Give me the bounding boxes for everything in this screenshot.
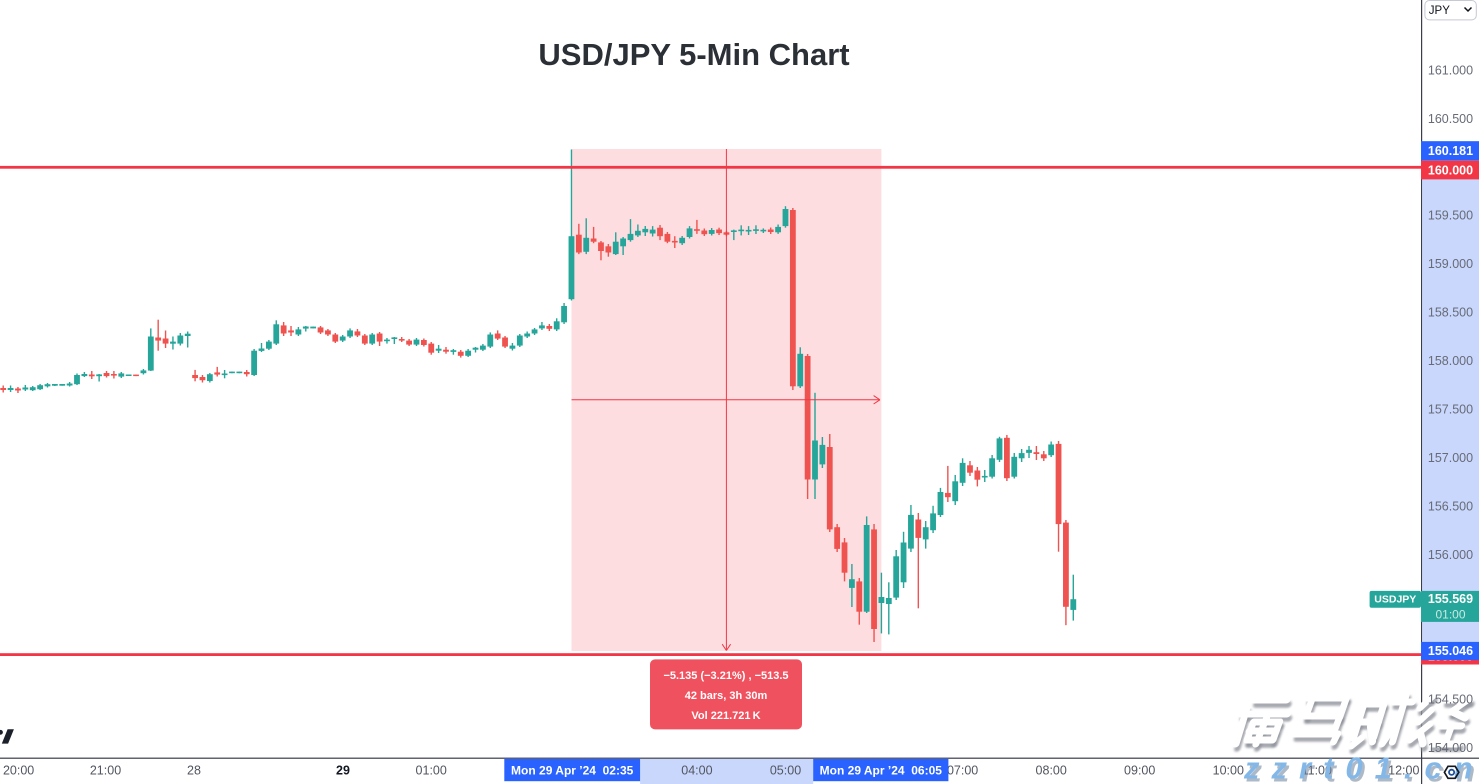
svg-text:Mon 29 Apr ’24 06:05: Mon 29 Apr ’24 06:05 xyxy=(820,764,943,778)
svg-text:09:00: 09:00 xyxy=(1124,764,1155,778)
svg-text:157.500: 157.500 xyxy=(1428,403,1473,417)
svg-text:08:00: 08:00 xyxy=(1036,764,1067,778)
svg-text:04:00: 04:00 xyxy=(681,764,712,778)
svg-text:158.000: 158.000 xyxy=(1428,354,1473,368)
svg-text:160.500: 160.500 xyxy=(1428,112,1473,126)
svg-text:Vol 221.721 K: Vol 221.721 K xyxy=(691,710,760,722)
svg-text:158.500: 158.500 xyxy=(1428,306,1473,320)
svg-text:01:00: 01:00 xyxy=(1435,608,1465,622)
svg-text:USDJPY: USDJPY xyxy=(1374,594,1416,606)
svg-text:42 bars, 3h 30m: 42 bars, 3h 30m xyxy=(685,690,768,702)
svg-text:12:00: 12:00 xyxy=(1388,764,1419,778)
svg-text:20:00: 20:00 xyxy=(3,764,34,778)
svg-text:156.500: 156.500 xyxy=(1428,500,1473,514)
svg-text:155.046: 155.046 xyxy=(1428,644,1473,658)
svg-text:zzrt01.cn: zzrt01.cn xyxy=(1243,751,1479,784)
svg-text:154.500: 154.500 xyxy=(1428,693,1473,707)
svg-text:29: 29 xyxy=(336,764,350,778)
svg-text:160.181: 160.181 xyxy=(1428,144,1473,158)
svg-text:155.569: 155.569 xyxy=(1428,592,1473,606)
svg-text:05:00: 05:00 xyxy=(770,764,801,778)
svg-text:159.500: 159.500 xyxy=(1428,209,1473,223)
svg-text:156.000: 156.000 xyxy=(1428,548,1473,562)
svg-text:159.000: 159.000 xyxy=(1428,257,1473,271)
svg-text:Mon 29 Apr ’24 02:35: Mon 29 Apr ’24 02:35 xyxy=(511,764,634,778)
svg-text:161.000: 161.000 xyxy=(1428,63,1473,77)
svg-text:−5.135 (−3.21%) , −513.5: −5.135 (−3.21%) , −513.5 xyxy=(663,670,788,682)
svg-text:zzrt01.cn: zzrt01.cn xyxy=(1246,754,1479,784)
svg-text:160.000: 160.000 xyxy=(1428,163,1473,177)
svg-text:10:00: 10:00 xyxy=(1213,764,1244,778)
svg-text:11:00: 11:00 xyxy=(1302,764,1332,778)
svg-text:154.000: 154.000 xyxy=(1428,741,1473,755)
svg-text:07:00: 07:00 xyxy=(947,764,978,778)
svg-text:28: 28 xyxy=(187,764,201,778)
svg-text:21:00: 21:00 xyxy=(90,764,121,778)
svg-text:JPY: JPY xyxy=(1429,5,1450,17)
svg-text:157.000: 157.000 xyxy=(1428,451,1473,465)
svg-text:01:00: 01:00 xyxy=(416,764,447,778)
svg-text:USD/JPY 5-Min Chart: USD/JPY 5-Min Chart xyxy=(538,37,849,72)
